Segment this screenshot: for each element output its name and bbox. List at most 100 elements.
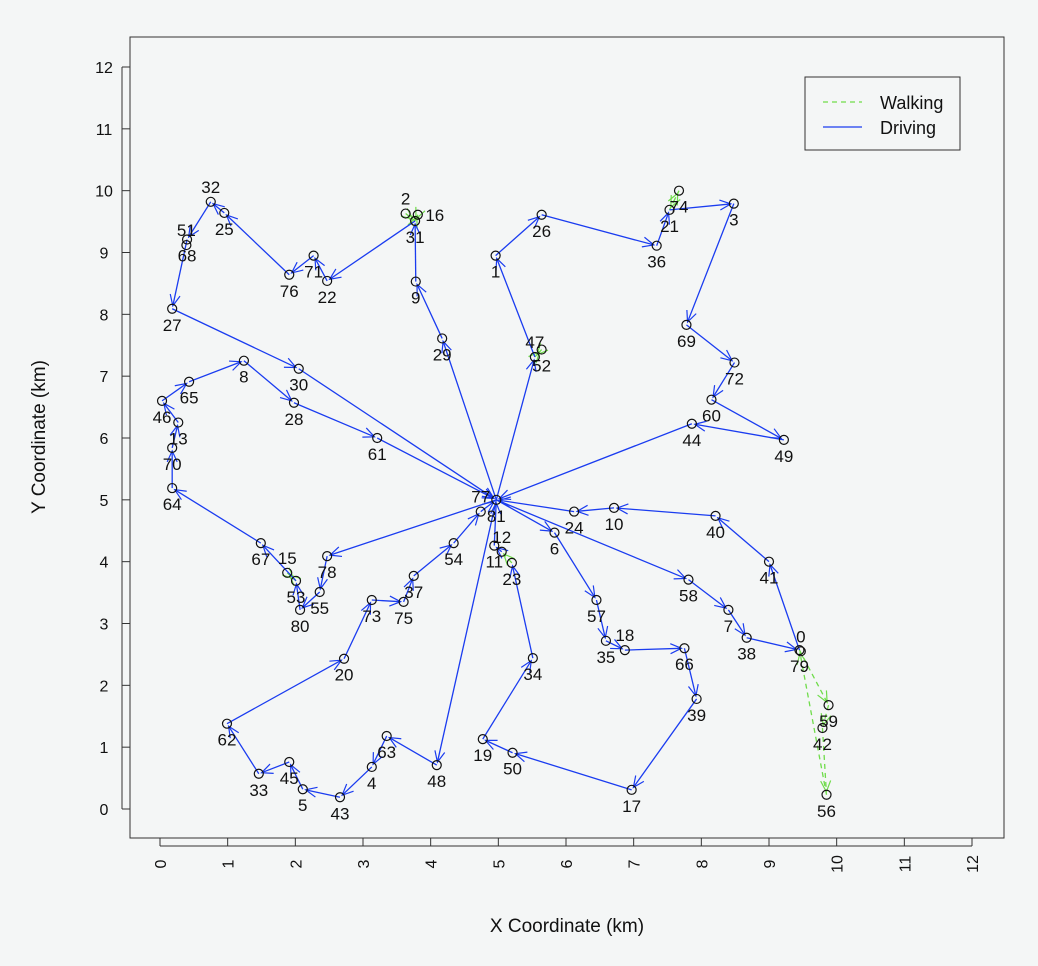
location-label: 76 (280, 282, 299, 301)
driving-segment (328, 499, 497, 558)
y-tick-label: 9 (100, 246, 109, 263)
location-point (381, 730, 392, 742)
location-label: 48 (427, 772, 446, 791)
location-point (412, 209, 423, 220)
location-point (448, 538, 459, 549)
x-tick-label: 1 (221, 859, 238, 868)
driving-segment (261, 544, 297, 582)
driving-segment (413, 544, 453, 577)
driving-segment (188, 360, 243, 383)
x-tick-label: 5 (491, 859, 508, 868)
driving-segment (162, 402, 179, 423)
location-label: 54 (444, 550, 463, 569)
location-label: 39 (687, 706, 706, 725)
location-label: 64 (163, 495, 182, 514)
driving-segment (615, 503, 716, 517)
location-label: 60 (702, 407, 721, 426)
driving-segment (575, 504, 615, 516)
location-label: 20 (335, 666, 354, 685)
y-tick-label: 8 (100, 307, 109, 324)
x-axis-label: X Coordinate (km) (490, 916, 644, 937)
location-label: 62 (218, 731, 237, 750)
driving-segment (711, 399, 783, 440)
location-point (284, 269, 295, 280)
location-label: 56 (817, 802, 836, 821)
driving-segment (453, 512, 480, 544)
location-label: 2 (401, 190, 410, 209)
location-point (683, 574, 694, 585)
location-label: 80 (291, 617, 310, 636)
location-label: 59 (819, 712, 838, 731)
location-label: 58 (679, 587, 698, 606)
y-tick-label: 12 (95, 60, 113, 77)
driving-segment (509, 564, 534, 659)
location-point (366, 761, 377, 773)
location-label: 28 (285, 410, 304, 429)
y-tick-label: 10 (95, 184, 113, 201)
location-label: 27 (163, 316, 182, 335)
driving-segment (541, 214, 656, 248)
location-point (475, 506, 486, 517)
driving-segment (388, 736, 438, 766)
location-point (600, 635, 612, 646)
location-point (338, 653, 350, 664)
location-point (167, 482, 178, 494)
x-tick-label: 3 (356, 859, 373, 868)
location-point (253, 768, 264, 779)
driving-segment (341, 766, 373, 797)
location-label: 29 (433, 345, 452, 364)
location-label: 55 (310, 599, 329, 618)
location-point (763, 556, 775, 567)
location-point (408, 570, 419, 581)
driving-segment (686, 324, 734, 362)
location-label: 13 (169, 430, 188, 449)
driving-segment (171, 308, 298, 369)
location-label: 42 (813, 735, 832, 754)
location-point (664, 204, 675, 215)
location-point (795, 646, 806, 657)
location-point (181, 234, 193, 245)
plot-area (129, 36, 1005, 839)
location-label: 4 (367, 774, 376, 793)
driving-segment (495, 499, 554, 532)
driving-segment (683, 648, 699, 698)
driving-segment (211, 202, 225, 215)
location-point (591, 594, 602, 606)
driving-segment (693, 420, 784, 441)
location-label: 36 (647, 253, 666, 272)
location-point (706, 394, 717, 405)
driving-segment (632, 698, 698, 789)
driving-segment (688, 579, 728, 609)
location-point (491, 494, 502, 505)
driving-segment (495, 257, 536, 358)
driving-segment (497, 423, 693, 501)
driving-segment (301, 591, 321, 609)
location-label: 65 (180, 389, 199, 408)
location-point (183, 376, 195, 387)
driving-segment (293, 402, 376, 438)
driving-segment (343, 601, 372, 660)
driving-segment (441, 339, 497, 501)
location-point (723, 604, 734, 615)
y-tick-label: 11 (96, 122, 113, 139)
location-label: 81 (487, 507, 506, 526)
location-point (490, 250, 501, 261)
location-point (619, 644, 630, 656)
location-label: 41 (760, 569, 779, 588)
driving-segment (409, 222, 421, 282)
driving-segment (225, 213, 290, 276)
location-point (410, 215, 421, 227)
location-label: 68 (178, 247, 197, 266)
location-label: 30 (289, 376, 308, 395)
x-tick-label: 11 (897, 856, 914, 873)
location-point (821, 789, 832, 800)
location-label: 23 (502, 570, 521, 589)
location-label: 17 (622, 797, 641, 816)
location-point (686, 418, 697, 429)
location-label: 32 (201, 178, 220, 197)
location-label: 26 (532, 222, 551, 241)
legend-box (804, 76, 961, 151)
location-point (308, 250, 319, 261)
location-label: 73 (362, 607, 381, 626)
